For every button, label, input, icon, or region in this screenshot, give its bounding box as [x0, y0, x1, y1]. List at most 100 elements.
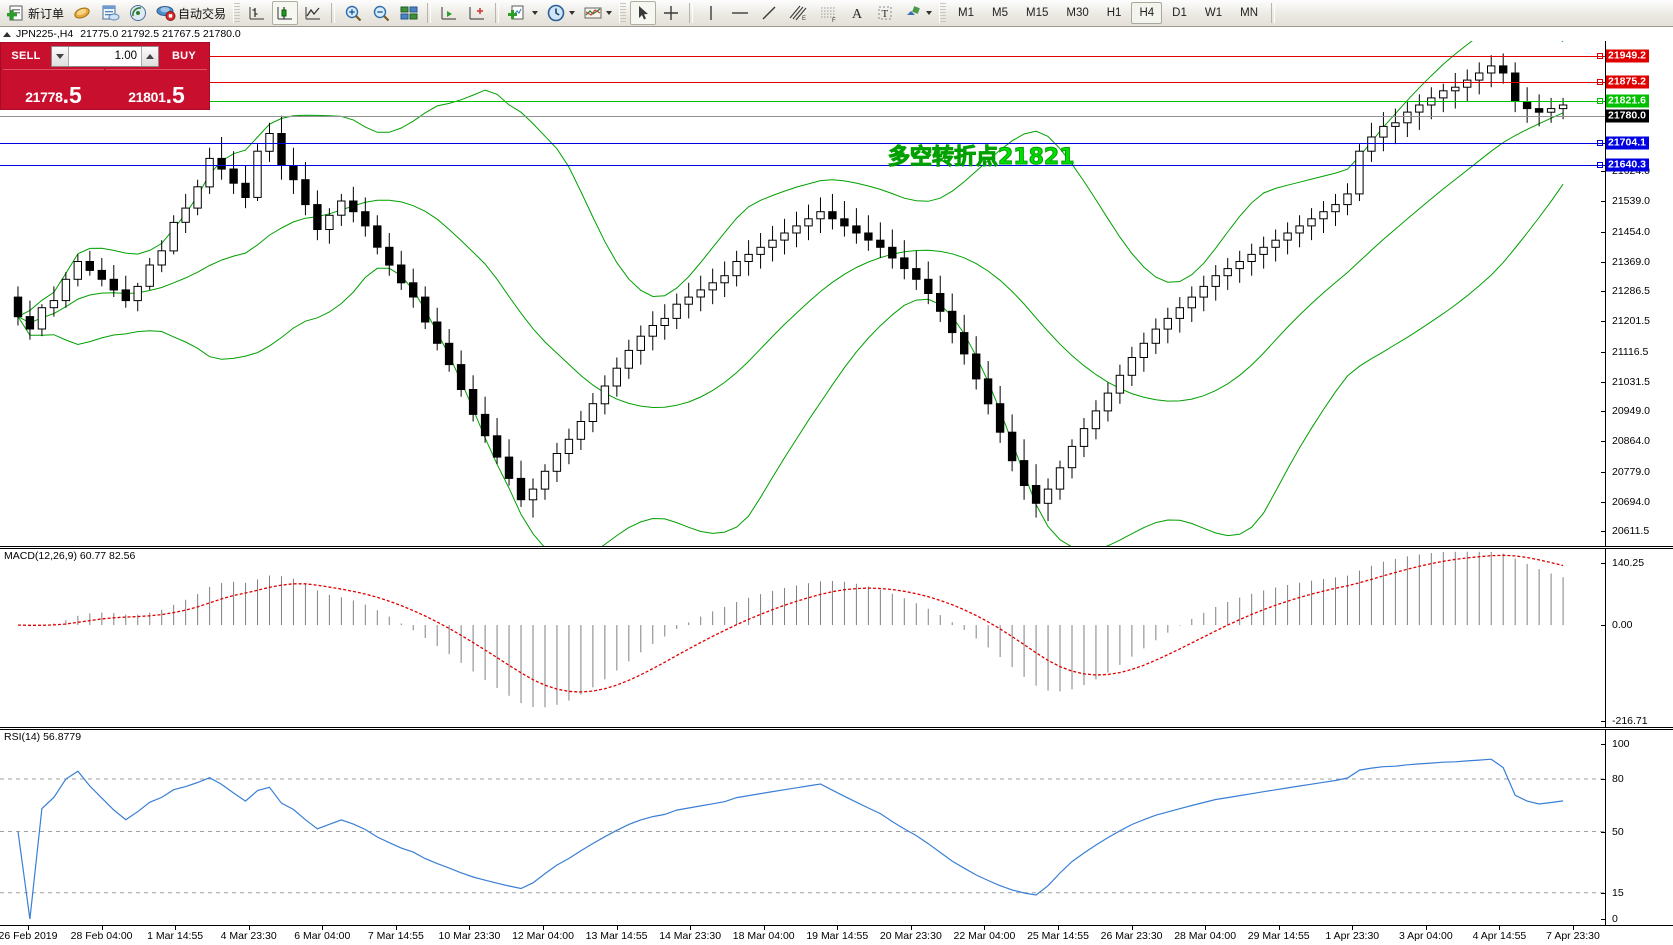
zoom-out-button[interactable]: [368, 1, 394, 25]
timeframe-d1[interactable]: D1: [1172, 7, 1187, 19]
scroll-to-end-button[interactable]: [436, 1, 462, 25]
equidistant-channel-button[interactable]: E: [784, 1, 812, 25]
shapes-button[interactable]: [900, 1, 935, 25]
sell-button[interactable]: SELL: [11, 50, 41, 62]
price-tag-support[interactable]: 21704.1: [1606, 136, 1649, 150]
chevron-down-icon[interactable]: [532, 11, 539, 15]
expert-advisor-button[interactable]: [69, 1, 95, 25]
line-chart-button[interactable]: [300, 1, 326, 25]
price-tag-resistance[interactable]: 21875.2: [1606, 75, 1649, 89]
candlestick-chart-button[interactable]: [272, 1, 299, 25]
price-level-handle[interactable]: [1597, 78, 1603, 85]
collapse-triangle-icon[interactable]: [3, 31, 11, 37]
bar-chart-button[interactable]: [244, 1, 270, 25]
price-level-handle[interactable]: [1597, 97, 1603, 104]
buy-button[interactable]: BUY: [171, 50, 197, 62]
price-level-line-pivot[interactable]: [0, 100, 1605, 102]
toolbar-separator: [1271, 3, 1275, 23]
data-window-button[interactable]: [97, 1, 123, 25]
time-axis[interactable]: 26 Feb 2019 28 Feb 04:00 1 Mar 14:55 4 Mar …: [0, 925, 1673, 945]
tile-windows-button[interactable]: [396, 1, 422, 25]
volume-value[interactable]: 1.00: [114, 49, 137, 62]
expert-advisor-icon: [74, 7, 90, 19]
price-level-handle[interactable]: [1597, 52, 1603, 59]
text-label-button[interactable]: T: [872, 1, 898, 25]
price-tick-label: 21369.0: [1612, 255, 1650, 268]
zoom-in-button[interactable]: [340, 1, 366, 25]
macd-pane[interactable]: MACD(12,26,9) 60.77 82.56 140.25 0.00 -216…: [0, 549, 1673, 727]
cursor-tool-button[interactable]: [630, 1, 657, 25]
chevron-down-icon[interactable]: [569, 11, 576, 15]
text-button[interactable]: A: [844, 1, 870, 25]
toolbar-grip[interactable]: [233, 3, 241, 23]
chart-area[interactable]: 21624.021539.021454.021369.021286.521201…: [0, 41, 1673, 945]
price-tick: [1601, 381, 1606, 383]
price-tick: [1601, 171, 1606, 173]
tile-windows-icon: [400, 6, 418, 20]
time-tick-label: 18 Mar 04:00: [732, 930, 795, 942]
bar-chart-icon: [249, 7, 265, 20]
volume-decrease-button[interactable]: [52, 46, 69, 66]
timeframe-w1[interactable]: W1: [1204, 7, 1223, 19]
navigator-button[interactable]: [125, 1, 151, 25]
price-macd-separator[interactable]: [0, 546, 1673, 549]
price-tick: [1601, 321, 1606, 323]
fibonacci-button[interactable]: F: [814, 1, 842, 25]
chart-annotation-text[interactable]: 多空转折点21821: [888, 145, 1076, 171]
crosshair-tool-button[interactable]: [658, 1, 684, 25]
templates-button[interactable]: [580, 1, 615, 25]
timeframe-m5[interactable]: M5: [992, 7, 1008, 19]
price-level-line-support[interactable]: [0, 165, 1605, 167]
timeframe-m1[interactable]: M1: [958, 7, 975, 19]
price-level-line-resistance[interactable]: [0, 81, 1605, 83]
sell-price[interactable]: 21778 .5: [3, 69, 104, 107]
macd-tick-label: 0.00: [1612, 619, 1633, 632]
period-button[interactable]: [543, 1, 578, 25]
volume-stepper[interactable]: 1.00: [51, 45, 159, 67]
vertical-line-button[interactable]: [698, 1, 724, 25]
trendline-button[interactable]: [756, 1, 782, 25]
data-window-icon: [102, 5, 120, 21]
autotrading-button[interactable]: 自动交易: [153, 1, 229, 25]
chart-shift-button[interactable]: [464, 1, 490, 25]
toolbar-separator: [495, 3, 500, 23]
time-tick-label: 26 Mar 23:30: [1100, 930, 1163, 942]
chevron-down-icon: [56, 53, 64, 59]
time-tick-label: 12 Mar 04:00: [512, 930, 574, 942]
price-tag-resistance[interactable]: 21949.2: [1606, 49, 1649, 62]
price-level-handle[interactable]: [1597, 162, 1603, 169]
price-level-line-current-price[interactable]: [0, 115, 1605, 117]
rsi-pane[interactable]: RSI(14) 56.8779 100 80 50 15 0: [0, 730, 1673, 925]
time-tick: [1131, 926, 1133, 930]
price-axis-line: [1605, 41, 1606, 546]
new-order-button[interactable]: 新订单: [3, 1, 67, 25]
price-tag-current-price[interactable]: 21780.0: [1606, 109, 1649, 123]
chevron-down-icon[interactable]: [606, 11, 613, 15]
timeframe-mn[interactable]: MN: [1240, 7, 1258, 19]
macd-chart-canvas: [17, 551, 1564, 708]
macd-rsi-separator[interactable]: [0, 727, 1673, 730]
toolbar-grip[interactable]: [619, 3, 627, 23]
buy-price[interactable]: 21801 .5: [106, 69, 207, 107]
price-level-handle[interactable]: [1597, 139, 1603, 146]
time-tick: [469, 926, 471, 930]
price-pane[interactable]: 21624.021539.021454.021369.021286.521201…: [0, 41, 1673, 546]
toolbar-grip[interactable]: [939, 3, 947, 23]
chevron-down-icon[interactable]: [926, 11, 933, 15]
main-toolbar: 新订单: [0, 0, 1673, 27]
macd-tick-label: 140.25: [1612, 557, 1645, 569]
price-tag-support[interactable]: 21640.3: [1606, 158, 1649, 172]
vertical-line-icon: [710, 6, 712, 20]
timeframe-h4[interactable]: H4: [1131, 2, 1163, 24]
time-tick: [910, 926, 912, 930]
timeframe-h1[interactable]: H1: [1106, 7, 1122, 19]
price-level-line-resistance[interactable]: [0, 55, 1605, 57]
timeframe-m15[interactable]: M15: [1026, 7, 1049, 19]
volume-increase-button[interactable]: [141, 46, 158, 66]
price-tick-label: 21116.5: [1612, 345, 1649, 358]
price-level-line-support[interactable]: [0, 142, 1605, 144]
price-tag-pivot[interactable]: 21821.6: [1606, 94, 1649, 108]
timeframe-m30[interactable]: M30: [1066, 7, 1089, 19]
horizontal-line-button[interactable]: [726, 1, 754, 25]
indicators-button[interactable]: [504, 1, 541, 25]
